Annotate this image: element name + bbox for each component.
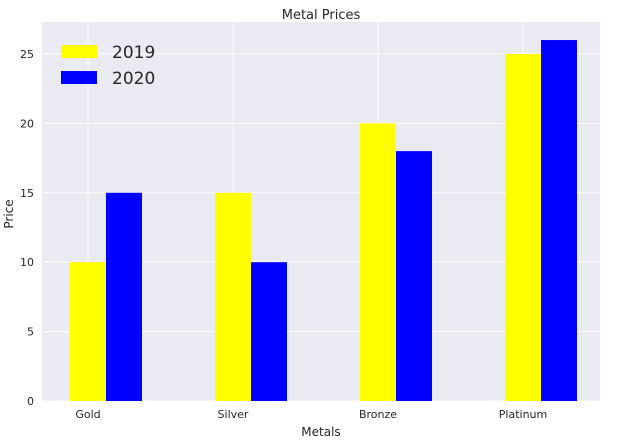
tick-labels: 0 5 10 15 20 25 Gold Silver Bronze Platinum bbox=[20, 48, 547, 421]
bar-2019-platinum bbox=[505, 53, 541, 401]
bar-2019-silver bbox=[215, 192, 251, 401]
bars bbox=[70, 40, 577, 402]
bar-2019-gold bbox=[70, 262, 106, 401]
y-tick-label: 5 bbox=[27, 326, 34, 339]
bar-2020-gold bbox=[106, 192, 142, 401]
bar-2020-platinum bbox=[541, 40, 577, 402]
y-tick-label: 10 bbox=[20, 256, 34, 269]
x-tick-label: Platinum bbox=[499, 408, 547, 421]
y-axis-label: Price bbox=[2, 199, 16, 228]
y-tick-label: 20 bbox=[20, 117, 34, 130]
x-axis-label: Metals bbox=[301, 425, 340, 439]
legend: 2019 2020 bbox=[61, 43, 155, 89]
legend-label-2019: 2019 bbox=[112, 43, 155, 63]
chart-title: Metal Prices bbox=[282, 8, 361, 23]
y-tick-label: 0 bbox=[27, 395, 34, 408]
bar-2020-silver bbox=[251, 262, 287, 401]
x-tick-label: Bronze bbox=[359, 408, 397, 421]
y-tick-label: 15 bbox=[20, 187, 34, 200]
legend-label-2020: 2020 bbox=[112, 69, 155, 89]
y-tick-label: 25 bbox=[20, 48, 34, 61]
x-tick-label: Silver bbox=[218, 408, 249, 421]
x-tick-label: Gold bbox=[75, 408, 100, 421]
legend-swatch-2020 bbox=[61, 71, 97, 84]
legend-swatch-2019 bbox=[61, 45, 97, 58]
bar-2020-bronze bbox=[396, 151, 432, 401]
bar-2019-bronze bbox=[360, 123, 396, 401]
